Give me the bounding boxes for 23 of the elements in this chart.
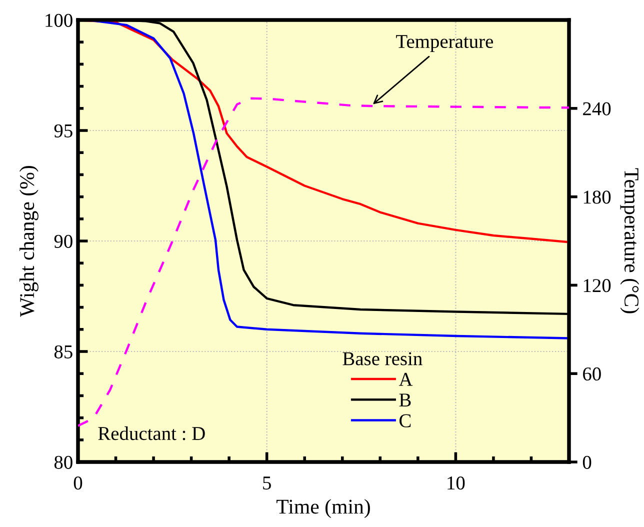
- y2-tick-label: 240: [583, 102, 611, 116]
- y-tick-label: 85: [54, 345, 72, 358]
- x-axis-title: Time (min): [276, 499, 370, 518]
- y2-axis-title: Temperature (°C): [620, 168, 640, 314]
- y2-tick-label: 120: [584, 279, 611, 292]
- legend-label: B: [399, 394, 411, 406]
- legend-label: A: [398, 372, 413, 386]
- y2-tick-label: 180: [584, 190, 611, 204]
- y-tick-label: 80: [54, 456, 72, 469]
- legend-title: Base resin: [342, 352, 422, 366]
- y2-tick-label: 0: [582, 456, 592, 469]
- line-series: [78, 97, 569, 428]
- legend-label: C: [400, 414, 411, 428]
- y-axis-title: Wight change (%): [19, 166, 38, 317]
- annotation: Temperature: [396, 35, 493, 52]
- x-tick-label: 10: [448, 476, 465, 490]
- y-tick-label: 90: [54, 234, 72, 248]
- x-tick-label: 0: [74, 476, 82, 490]
- annotation: Reductant : D: [98, 426, 205, 440]
- y2-tick-label: 60: [583, 367, 601, 381]
- x-tick-label: 5: [263, 476, 271, 490]
- y-tick-label: 95: [54, 124, 72, 138]
- y-tick-label: 100: [46, 14, 72, 27]
